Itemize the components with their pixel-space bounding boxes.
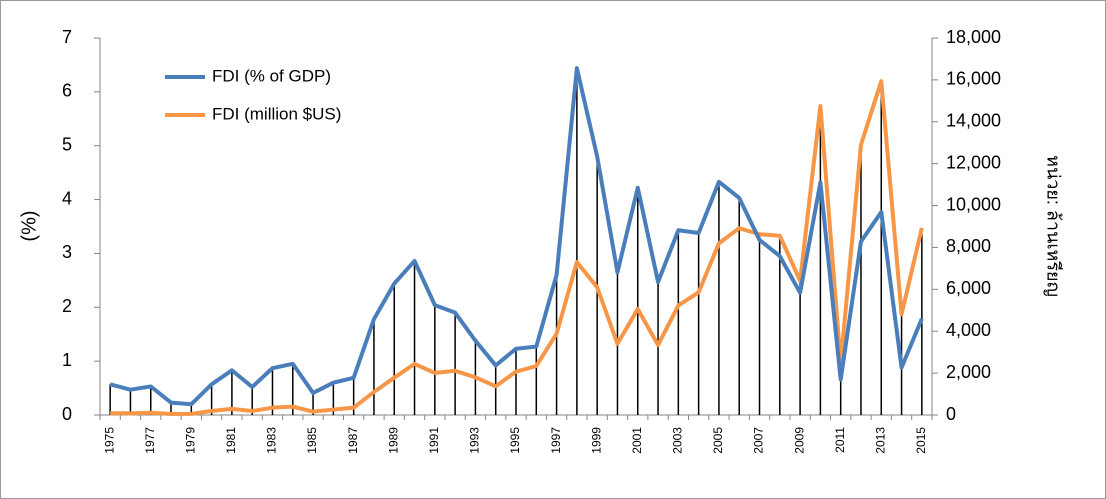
x-tick-label: 1981	[224, 427, 238, 454]
x-tick-label: 2007	[752, 427, 766, 454]
y-tick-label: 3	[62, 242, 72, 262]
y-tick-label: 1	[62, 350, 72, 370]
series-line	[109, 66, 924, 407]
x-tick-label: 1983	[265, 427, 279, 454]
x-tick-label: 2003	[671, 427, 685, 454]
x-tick-label: 2011	[833, 427, 847, 453]
y2-tick-label: 8,000	[946, 236, 991, 256]
x-tick-label: 2009	[792, 427, 806, 454]
y-tick-label: 4	[62, 188, 72, 208]
y2-tick-label: 14,000	[946, 111, 1001, 131]
x-tick-label: 1993	[468, 427, 482, 454]
x-tick-label: 1985	[305, 427, 319, 454]
x-tick-label: 1979	[183, 427, 197, 454]
x-tick-label: 1989	[386, 427, 400, 454]
x-tick-label: 2015	[914, 427, 928, 454]
legend-label: FDI (% of GDP)	[212, 66, 331, 85]
x-tick-label: 1975	[102, 427, 116, 454]
x-tick-label: 1997	[549, 427, 563, 454]
y2-tick-label: 16,000	[946, 69, 1001, 89]
x-tick-label: 1999	[589, 427, 603, 454]
y-axis-label: (%)	[18, 210, 40, 241]
x-tick-label: 1991	[427, 427, 441, 454]
x-tick-label: 1995	[508, 427, 522, 454]
y-tick-label: 6	[62, 81, 72, 101]
y2-tick-label: 0	[946, 404, 956, 424]
y-tick-label: 0	[62, 404, 72, 424]
series-line	[110, 79, 924, 416]
x-tick-label: 2005	[711, 427, 725, 454]
y2-tick-label: 4,000	[946, 320, 991, 340]
y-tick-label: 7	[62, 27, 72, 47]
y2-axis-label: หน่วย: ล้านเหรียญ	[1043, 155, 1063, 297]
y2-tick-label: 6,000	[946, 278, 991, 298]
y-tick-label: 2	[62, 296, 72, 316]
x-tick-label: 1987	[346, 427, 360, 454]
y2-tick-label: 2,000	[946, 362, 991, 382]
x-tick-label: 1977	[143, 427, 157, 454]
x-tick-label: 2001	[630, 427, 644, 454]
y-tick-label: 5	[62, 134, 72, 154]
y2-tick-label: 10,000	[946, 194, 1001, 214]
x-tick-label: 2013	[873, 427, 887, 454]
y2-tick-label: 12,000	[946, 152, 1001, 172]
legend-label: FDI (million $US)	[212, 104, 341, 123]
y2-tick-label: 18,000	[946, 27, 1001, 47]
